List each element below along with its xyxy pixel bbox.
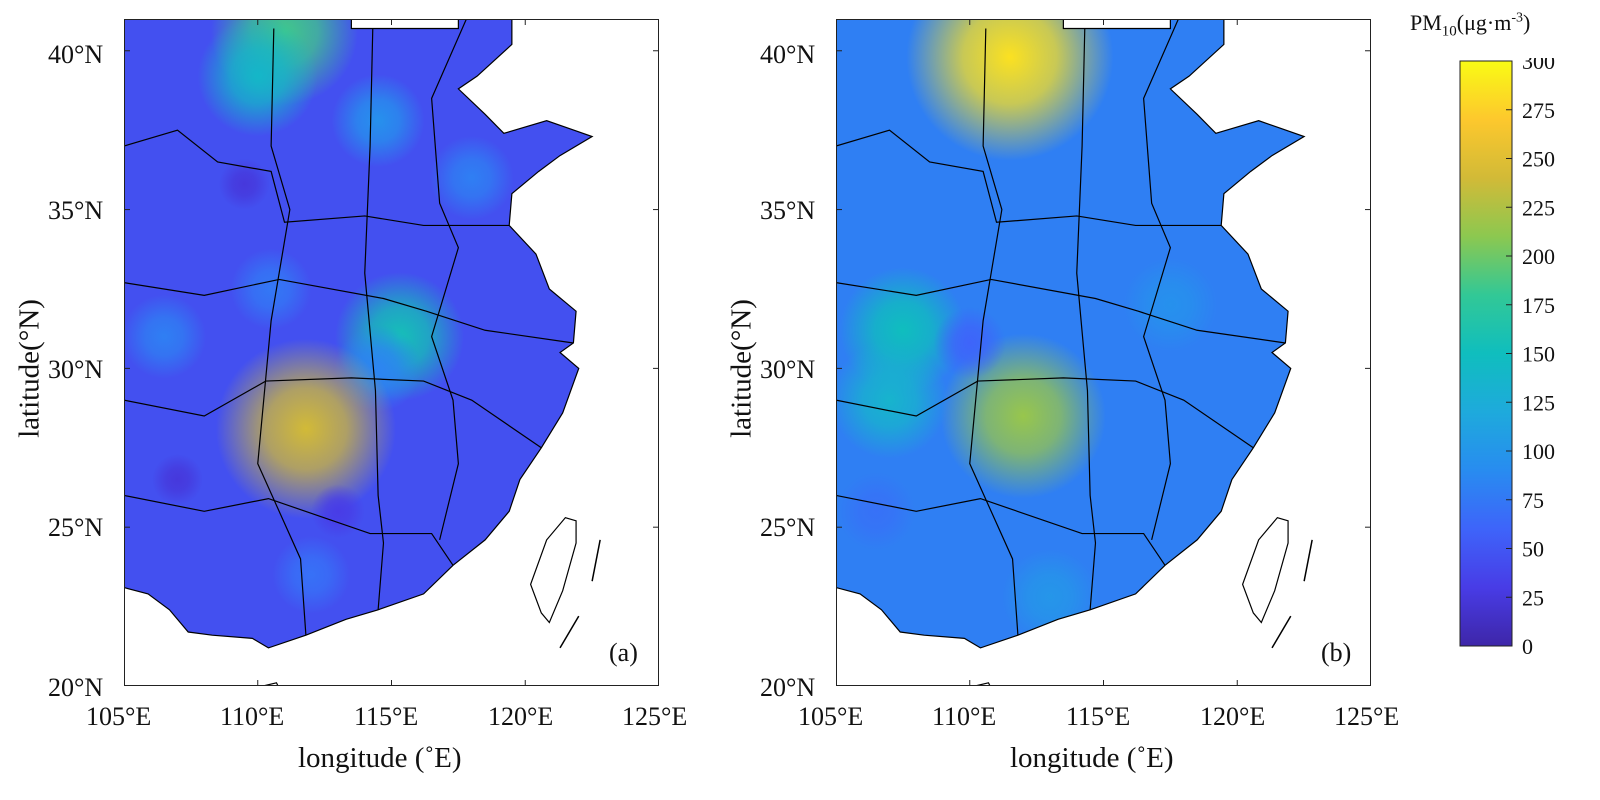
xtick-label: 105°E [86,702,152,731]
island-outline [529,516,577,624]
province-boundary [836,278,1286,344]
xtick-label: 120°E [488,702,554,731]
panel-label: (a) [609,638,638,667]
hotspot [836,341,948,459]
colorbar-tick-label: 25 [1522,585,1544,610]
hotspot [272,535,351,614]
hotspot [429,135,514,220]
xtick-label: 110°E [220,702,285,731]
colorbar-tick-label: 125 [1522,390,1555,415]
colorbar-tick-label: 250 [1522,147,1555,172]
province-boundary [124,278,574,344]
province-boundary [430,19,467,541]
ytick-label: 40°N [760,40,816,69]
hotspot [837,472,916,551]
ytick-label: 30°N [48,355,104,384]
ytick-label: 35°N [760,196,816,225]
province-boundary [836,377,1254,449]
colorbar-title-sup: -3 [1511,10,1524,26]
hotspot [1123,258,1217,352]
map-panel-a: (a) [124,19,659,686]
xtick-label: 125°E [622,702,688,731]
hotspot [124,294,207,379]
ytick-label: 35°N [48,196,104,225]
hotspot [218,158,270,210]
ytick-label: 25°N [760,513,816,542]
hotspot [311,484,365,539]
island-outline [1241,516,1289,624]
province-boundary [124,129,510,227]
y-axis-title: latitude(°N) [725,299,758,438]
hotspot [152,454,203,506]
hotspot [906,19,1114,161]
province-boundary [969,28,1019,636]
hotspot [1002,549,1098,646]
hotspot [933,306,1006,379]
hotspot [197,19,318,137]
colorbar-tick-label: 200 [1522,244,1555,269]
colorbar-tick-label: 50 [1522,537,1544,562]
province-boundary [1076,28,1097,610]
hotspot [215,338,396,519]
ytick-label: 30°N [760,355,816,384]
province-boundary [836,494,1166,566]
colorbar-tick-label: 225 [1522,195,1555,220]
colorbar-tick-label: 275 [1522,98,1555,123]
y-axis-title: latitude(°N) [13,299,46,438]
island-dash [1271,615,1292,649]
colorbar-gradient [1459,60,1513,647]
xtick-label: 115°E [1066,702,1131,731]
xtick-label: 115°E [354,702,419,731]
coastline [836,19,1306,649]
colorbar-title-prefix: PM [1410,10,1442,35]
island-dash [1303,539,1313,582]
colorbar-title-sub: 10 [1441,23,1457,40]
colorbar-title: PM10(μg·m-3) [1410,10,1530,40]
xtick-label: 105°E [798,702,864,731]
ytick-label: 20°N [760,673,816,702]
xtick-label: 120°E [1200,702,1266,731]
province-boundary [364,28,385,610]
xtick-label: 125°E [1334,702,1400,731]
province-boundary [1142,19,1179,541]
island-dash [559,615,580,649]
colorbar-tick-label: 100 [1522,439,1555,464]
colorbar-tick-label: 175 [1522,293,1555,318]
colorbar-tick-label: 150 [1522,342,1555,367]
province-boundary [124,377,542,449]
province-boundary [836,129,1222,227]
ytick-label: 20°N [48,673,104,702]
colorbar-tick-label: 0 [1522,634,1533,658]
colorbar-title-unit: (μg·m [1456,10,1512,35]
map-panel-b: (b) [836,19,1371,686]
coastline [124,19,594,649]
province-boundary [124,494,454,566]
ytick-label: 40°N [48,40,104,69]
colorbar-title-close: ) [1523,10,1531,35]
province-boundary [257,28,307,636]
colorbar-tick-label: 75 [1522,488,1544,513]
island-dash [591,539,601,582]
ytick-label: 25°N [48,513,104,542]
colorbar-tick-label: 300 [1522,58,1555,74]
x-axis-title: longitude (˚E) [298,742,462,774]
hotspot [331,74,425,168]
xtick-label: 110°E [932,702,997,731]
hotspot [230,248,312,330]
panel-label: (b) [1321,638,1351,667]
x-axis-title: longitude (˚E) [1010,742,1174,774]
